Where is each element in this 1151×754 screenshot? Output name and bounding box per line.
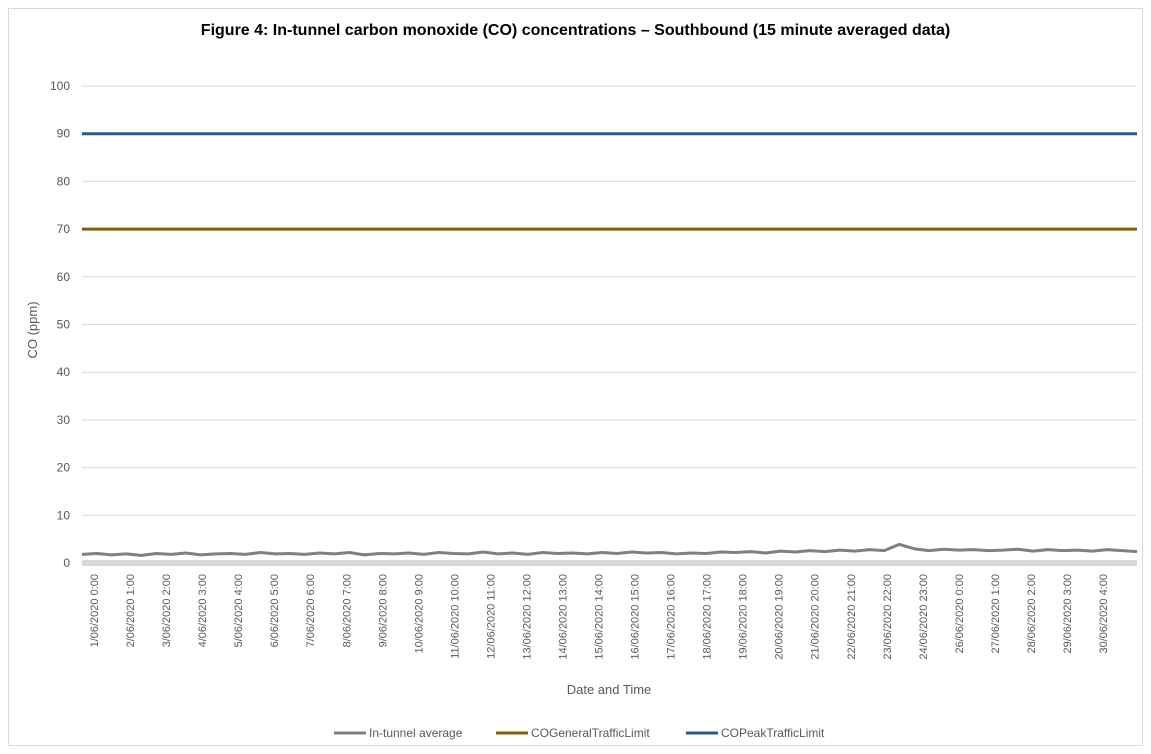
y-tick-label: 40: [57, 365, 71, 379]
x-tick-label: 15/06/2020 14:00: [594, 574, 606, 660]
x-tick-label: 21/06/2020 20:00: [810, 574, 822, 660]
x-tick-label: 13/06/2020 12:00: [521, 574, 533, 660]
x-tick-label: 7/06/2020 6:00: [305, 574, 317, 647]
y-tick-label: 10: [57, 508, 71, 522]
legend-label: In-tunnel average: [369, 726, 463, 740]
x-axis-ticks: 1/06/2020 0:00 2/06/2020 1:00 3/06/2020 2:…: [89, 574, 1110, 660]
y-tick-label: 20: [57, 461, 71, 475]
x-tick-label: 3/06/2020 2:00: [161, 574, 173, 647]
y-axis-title: CO (ppm): [25, 301, 40, 358]
legend-label: COPeakTrafficLimit: [721, 726, 825, 740]
x-tick-label: 10/06/2020 9:00: [413, 574, 425, 654]
x-tick-label: 1/06/2020 0:00: [89, 574, 101, 647]
y-tick-label: 60: [57, 270, 71, 284]
x-tick-label: 30/06/2020 4:00: [1098, 574, 1110, 654]
x-tick-label: 17/06/2020 16:00: [666, 574, 678, 660]
x-tick-label: 23/06/2020 22:00: [882, 574, 894, 660]
y-tick-label: 50: [57, 318, 71, 332]
x-tick-label: 2/06/2020 1:00: [125, 574, 137, 647]
legend: In-tunnel average COGeneralTrafficLimit CO…: [334, 726, 825, 740]
x-tick-label: 11/06/2020 10:00: [449, 574, 461, 659]
x-tick-label: 9/06/2020 8:00: [377, 574, 389, 647]
series-line-in-tunnel-average: [82, 544, 1137, 555]
x-tick-label: 22/06/2020 21:00: [846, 574, 858, 660]
x-tick-label: 20/06/2020 19:00: [774, 574, 786, 660]
x-tick-label: 16/06/2020 15:00: [630, 574, 642, 660]
y-tick-label: 30: [57, 413, 71, 427]
y-tick-label: 70: [57, 222, 71, 236]
grid-lines: [82, 86, 1137, 563]
x-tick-label: 18/06/2020 17:00: [702, 574, 714, 660]
series-lines: [82, 134, 1137, 556]
y-tick-label: 80: [57, 174, 71, 188]
x-tick-label: 26/06/2020 0:00: [954, 574, 966, 654]
x-tick-label: 27/06/2020 1:00: [990, 574, 1002, 654]
x-tick-label: 6/06/2020 5:00: [269, 574, 281, 647]
y-tick-label: 90: [57, 127, 71, 141]
y-tick-label: 0: [63, 556, 70, 570]
x-tick-label: 29/06/2020 3:00: [1062, 574, 1074, 654]
x-tick-label: 4/06/2020 3:00: [197, 574, 209, 647]
x-tick-label: 28/06/2020 2:00: [1026, 574, 1038, 654]
legend-label: COGeneralTrafficLimit: [531, 726, 650, 740]
x-tick-label: 19/06/2020 18:00: [738, 574, 750, 660]
x-tick-label: 8/06/2020 7:00: [341, 574, 353, 647]
x-tick-label: 5/06/2020 4:00: [233, 574, 245, 647]
x-tick-label: 12/06/2020 11:00: [485, 574, 497, 659]
y-axis-ticks: 0 10 20 30 40 50 60 70 80 90 100: [50, 79, 70, 570]
x-axis-title: Date and Time: [567, 682, 652, 697]
x-tick-label: 24/06/2020 23:00: [918, 574, 930, 660]
x-tick-label: 14/06/2020 13:00: [557, 574, 569, 660]
y-tick-label: 100: [50, 79, 70, 93]
